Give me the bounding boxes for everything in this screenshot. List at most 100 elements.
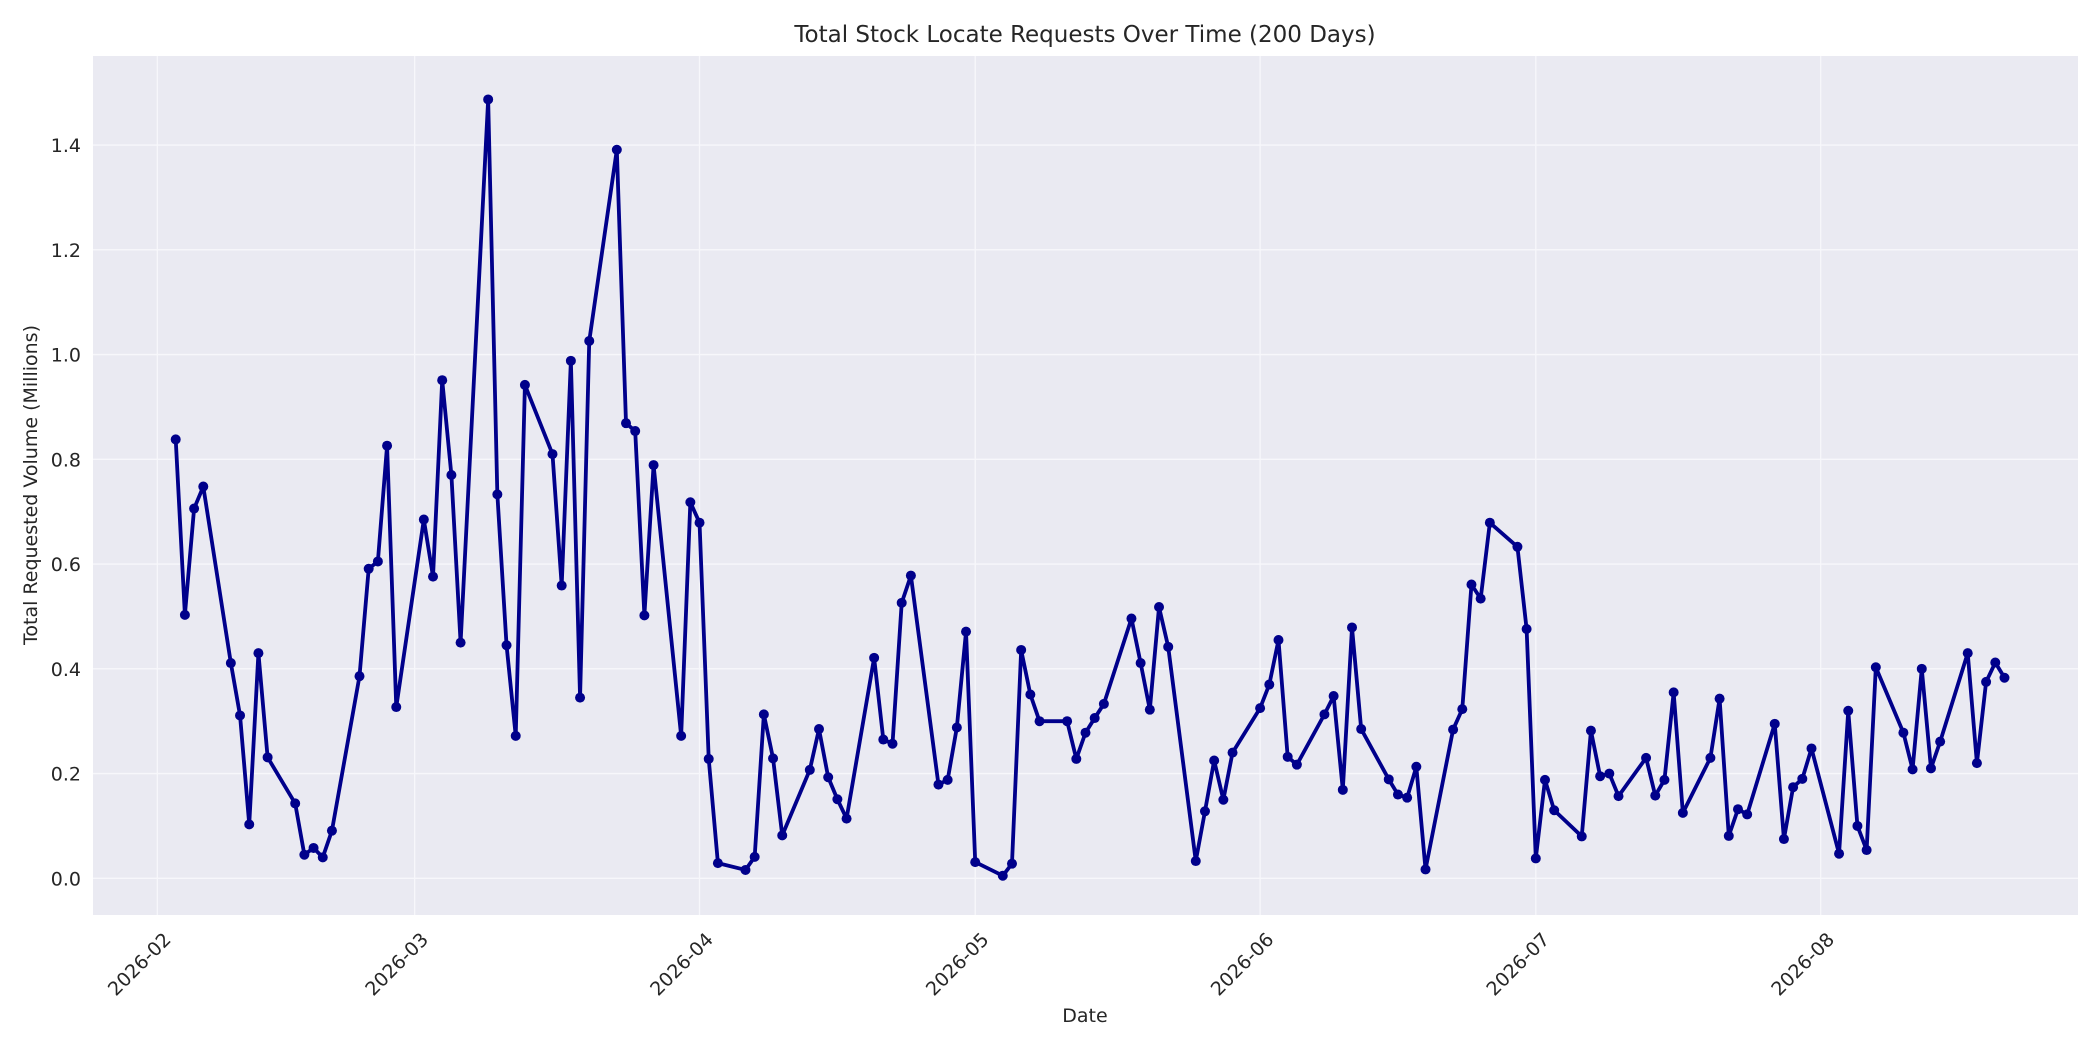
- data-point: [253, 648, 264, 659]
- data-point: [896, 597, 907, 608]
- data-point: [1135, 658, 1146, 669]
- data-point: [418, 514, 429, 525]
- data-point: [1190, 856, 1201, 867]
- data-point: [492, 489, 503, 500]
- data-point: [648, 460, 659, 471]
- data-point: [970, 857, 981, 868]
- data-point: [1981, 676, 1992, 687]
- data-point: [1218, 794, 1229, 805]
- data-point: [694, 517, 705, 528]
- data-point: [1006, 858, 1017, 869]
- data-point: [1769, 718, 1780, 729]
- data-point: [1484, 517, 1495, 528]
- data-point: [1448, 724, 1459, 735]
- y-tick-label: 0.0: [51, 868, 81, 890]
- data-point: [363, 563, 374, 574]
- data-point: [1797, 773, 1808, 784]
- data-point: [1255, 703, 1266, 714]
- x-tick-label: 2026-08: [1767, 929, 1839, 1001]
- y-axis-label: Total Requested Volume (Millions): [20, 325, 42, 646]
- data-point: [1585, 725, 1596, 736]
- data-point: [1199, 806, 1210, 817]
- data-point: [1898, 727, 1909, 738]
- data-point: [804, 764, 815, 775]
- data-point: [299, 849, 310, 860]
- data-point: [1089, 713, 1100, 724]
- data-point: [1420, 864, 1431, 875]
- data-point: [575, 692, 586, 703]
- data-point: [942, 774, 953, 785]
- data-point: [878, 734, 889, 745]
- data-point: [437, 375, 448, 386]
- data-point: [1916, 663, 1927, 674]
- y-tick-label: 0.4: [51, 659, 81, 681]
- data-point: [1016, 644, 1027, 655]
- data-point: [372, 556, 383, 567]
- data-point: [290, 798, 301, 809]
- data-point: [1209, 755, 1220, 766]
- data-point: [262, 752, 273, 763]
- data-point: [997, 870, 1008, 881]
- data-point: [1935, 736, 1946, 747]
- y-tick-label: 0.2: [51, 764, 81, 786]
- data-point: [170, 434, 181, 445]
- data-point: [556, 580, 567, 591]
- data-point: [565, 355, 576, 366]
- data-point: [1328, 691, 1339, 702]
- data-point: [446, 470, 457, 481]
- data-point: [887, 738, 898, 749]
- series-markers: [170, 94, 2010, 881]
- data-point: [621, 418, 632, 429]
- data-point: [1025, 689, 1036, 700]
- data-point: [1999, 672, 2010, 683]
- data-point: [961, 626, 972, 637]
- data-point: [1843, 705, 1854, 716]
- x-axis-label: Date: [1062, 1005, 1107, 1027]
- data-point: [1668, 687, 1679, 698]
- data-point: [483, 94, 494, 105]
- data-point: [951, 722, 962, 733]
- data-point: [1521, 624, 1532, 635]
- data-point: [1971, 758, 1982, 769]
- data-point: [1677, 807, 1688, 818]
- data-point: [1549, 805, 1560, 816]
- data-point: [428, 571, 439, 582]
- data-point: [1604, 768, 1615, 779]
- data-point: [179, 609, 190, 620]
- data-point: [455, 637, 466, 648]
- data-point: [1337, 784, 1348, 795]
- data-point: [1962, 648, 1973, 659]
- x-tick-label: 2026-05: [922, 929, 994, 1001]
- x-tick-label: 2026-06: [1207, 929, 1279, 1001]
- data-point: [1282, 751, 1293, 762]
- data-point: [1347, 622, 1357, 633]
- data-point: [1714, 693, 1725, 704]
- data-point: [1466, 579, 1477, 590]
- data-point: [1788, 782, 1799, 793]
- y-tick-label: 1.2: [51, 240, 81, 262]
- data-point: [317, 852, 328, 863]
- data-point: [703, 753, 714, 764]
- y-tick-label: 0.6: [51, 554, 81, 576]
- data-point: [1291, 759, 1302, 770]
- data-point: [768, 753, 779, 764]
- data-point: [823, 772, 834, 783]
- data-point: [1402, 792, 1413, 803]
- x-tick-label: 2026-07: [1482, 929, 1554, 1001]
- data-point: [1907, 764, 1918, 775]
- data-point: [685, 497, 696, 508]
- x-tick-label: 2026-03: [361, 929, 433, 1001]
- data-point: [740, 864, 751, 875]
- data-point: [1512, 541, 1523, 552]
- data-point: [1154, 602, 1165, 613]
- data-point: [1163, 641, 1174, 652]
- data-point: [189, 503, 200, 514]
- data-point: [758, 709, 769, 720]
- data-point: [1062, 716, 1073, 727]
- data-point: [391, 702, 402, 713]
- data-point: [841, 813, 852, 824]
- data-point: [519, 379, 530, 390]
- data-point: [225, 658, 236, 669]
